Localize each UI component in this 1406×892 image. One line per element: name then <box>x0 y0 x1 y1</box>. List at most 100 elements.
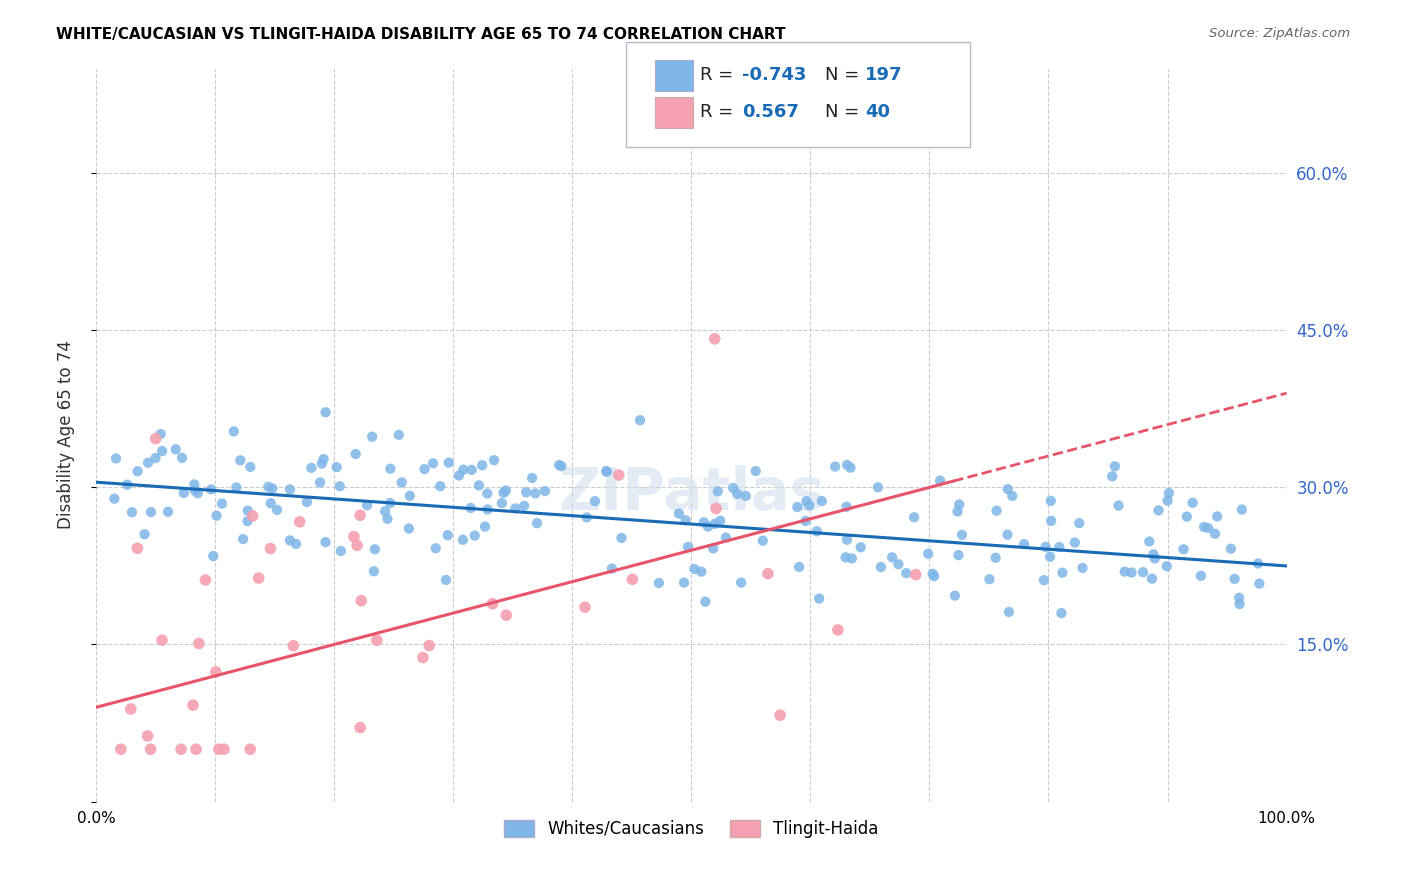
Point <box>835 458 858 472</box>
Point <box>1147 503 1170 517</box>
Point <box>1039 493 1062 508</box>
Point <box>703 332 725 346</box>
Point <box>325 460 347 475</box>
Point <box>136 456 159 470</box>
Point <box>110 742 132 756</box>
Point <box>149 427 172 442</box>
Point <box>283 639 305 653</box>
Point <box>329 544 352 558</box>
Point <box>870 560 893 574</box>
Point <box>315 405 337 419</box>
Point <box>477 486 499 500</box>
Point <box>730 575 752 590</box>
Legend: Whites/Caucasians, Tlingit-Haida: Whites/Caucasians, Tlingit-Haida <box>498 813 884 845</box>
Point <box>422 456 444 470</box>
Point <box>1108 499 1130 513</box>
Point <box>799 499 821 513</box>
Point <box>460 463 482 477</box>
Point <box>513 499 536 513</box>
Text: ZIPatlas: ZIPatlas <box>558 466 824 522</box>
Point <box>997 527 1019 541</box>
Point <box>380 462 402 476</box>
Point <box>929 474 952 488</box>
Point <box>127 464 149 478</box>
Point <box>211 497 233 511</box>
Point <box>695 595 717 609</box>
Point <box>986 504 1008 518</box>
Point <box>495 483 517 498</box>
Point <box>1001 489 1024 503</box>
Point <box>356 498 378 512</box>
Point <box>236 514 259 528</box>
Point <box>311 457 333 471</box>
Point <box>232 532 254 546</box>
Point <box>668 507 690 521</box>
Point <box>1069 516 1091 530</box>
Point <box>481 597 503 611</box>
Text: 197: 197 <box>865 66 903 84</box>
Point <box>222 425 245 439</box>
Point <box>575 510 598 524</box>
Point <box>184 742 207 756</box>
Point <box>437 456 460 470</box>
Point <box>225 480 247 494</box>
Point <box>610 531 633 545</box>
Point <box>425 541 447 556</box>
Point <box>702 541 724 556</box>
Point <box>1121 566 1143 580</box>
Point <box>278 533 301 548</box>
Point <box>796 494 818 508</box>
Point <box>453 463 475 477</box>
Point <box>1181 496 1204 510</box>
Point <box>361 430 384 444</box>
Point <box>202 549 225 563</box>
Point <box>709 514 731 528</box>
Point <box>1114 565 1136 579</box>
Point <box>278 483 301 497</box>
Point <box>998 605 1021 619</box>
Point <box>1039 549 1062 564</box>
Point <box>200 483 222 497</box>
Point <box>849 541 872 555</box>
Point <box>460 500 482 515</box>
Point <box>388 428 411 442</box>
Point <box>259 541 281 556</box>
Point <box>607 468 630 483</box>
Point <box>212 742 235 756</box>
Point <box>349 508 371 523</box>
Point <box>350 593 373 607</box>
Point <box>1157 486 1180 500</box>
Point <box>349 721 371 735</box>
Point <box>693 516 716 530</box>
Point <box>903 510 925 524</box>
Point <box>526 516 548 530</box>
Point <box>1229 597 1251 611</box>
Point <box>1142 547 1164 561</box>
Point <box>1101 469 1123 483</box>
Point <box>1230 502 1253 516</box>
Point <box>173 486 195 500</box>
Point <box>948 548 970 562</box>
Point <box>477 502 499 516</box>
Point <box>156 505 179 519</box>
Point <box>1197 521 1219 535</box>
Point <box>239 742 262 756</box>
Point <box>917 547 939 561</box>
Point <box>922 569 945 583</box>
Point <box>471 458 494 473</box>
Point <box>150 444 173 458</box>
Point <box>299 461 322 475</box>
Point <box>136 729 159 743</box>
Point <box>1219 541 1241 556</box>
Point <box>1192 520 1215 534</box>
Point <box>120 702 142 716</box>
Point <box>288 515 311 529</box>
Point <box>1156 493 1178 508</box>
Point <box>295 495 318 509</box>
Point <box>1143 551 1166 566</box>
Point <box>621 572 644 586</box>
Point <box>204 665 226 679</box>
Point <box>744 464 766 478</box>
Point <box>1063 535 1085 549</box>
Point <box>103 491 125 506</box>
